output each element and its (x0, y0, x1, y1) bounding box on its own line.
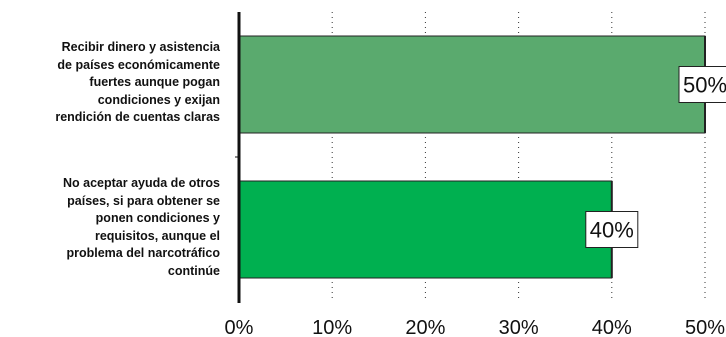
x-tick-label-3: 30% (499, 317, 539, 337)
x-tick-label-4: 40% (592, 317, 632, 337)
bar-1 (238, 180, 613, 279)
x-tick-label-5: 50% (685, 317, 725, 337)
category-label-1: No aceptar ayuda de otros países, si par… (63, 176, 220, 278)
x-tick-label-0: 0% (225, 317, 254, 337)
data-label-1: 40% (590, 218, 634, 243)
data-label-box-1 (585, 211, 639, 248)
bar-0 (238, 35, 706, 134)
x-tick-label-2: 20% (405, 317, 445, 337)
x-tick-label-1: 10% (312, 317, 352, 337)
data-label-box-0 (678, 66, 726, 103)
category-label-0: Recibir dinero y asistencia de países ec… (55, 40, 220, 124)
data-label-0: 50% (683, 73, 726, 98)
